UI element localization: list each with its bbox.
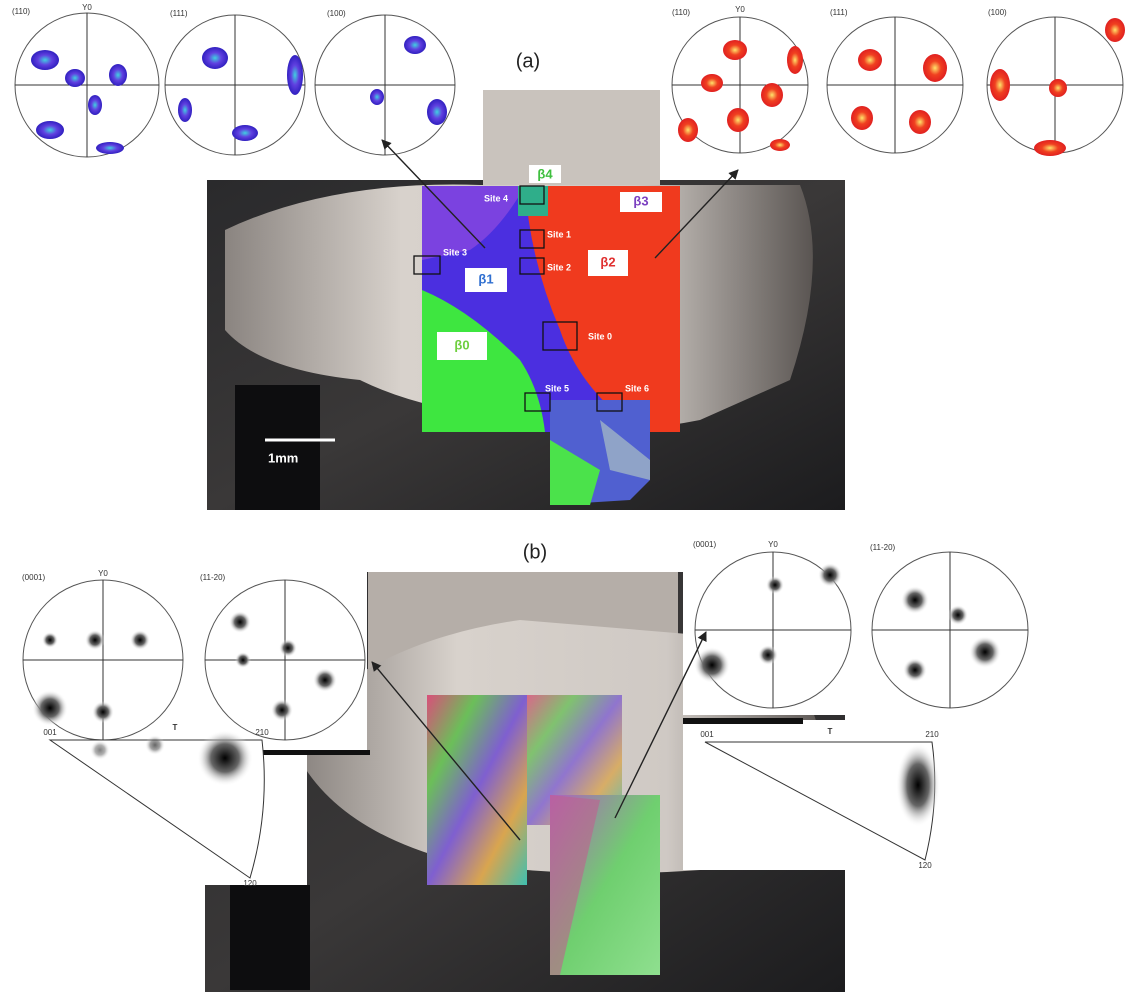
arrow — [381, 139, 486, 249]
pole-figure — [314, 14, 456, 156]
site-box — [413, 255, 441, 275]
site-label: Site 2 — [547, 262, 571, 272]
site-box — [519, 257, 545, 275]
pole-figure — [22, 579, 184, 741]
grain-label: β4 — [537, 166, 553, 181]
pole-figure — [164, 14, 306, 156]
site-box — [542, 321, 578, 351]
site-box — [519, 229, 545, 249]
pole-figure-label: (110) — [12, 7, 30, 16]
scale-bar-label: 1mm — [268, 450, 298, 465]
pole-figure — [204, 579, 366, 741]
pole-figure — [14, 12, 160, 158]
grain-tag — [588, 250, 628, 276]
grain-label: β2 — [600, 254, 615, 269]
pole-figure — [871, 551, 1029, 709]
grain-tag — [529, 165, 561, 183]
pole-figures-a: (110) (111) (100) Y0 (110) (111) (100) Y… — [12, 3, 1125, 158]
pole-figure-label: (110) — [672, 8, 690, 17]
site-label: Site 0 — [588, 331, 612, 341]
pole-figure-label: (100) — [327, 9, 346, 18]
ipf-title: T — [173, 723, 178, 732]
grain-tag — [465, 268, 507, 292]
axis-label: Y0 — [768, 540, 778, 549]
grain-label: β0 — [454, 337, 469, 352]
pole-figure-label: (0001) — [22, 573, 45, 582]
pole-figure-label: (11-20) — [200, 573, 226, 582]
site-box — [519, 185, 545, 205]
site-box — [524, 392, 551, 412]
grain-tag — [620, 192, 662, 212]
ipf-corner-label: 210 — [925, 730, 939, 739]
pole-figure-label: (100) — [988, 8, 1007, 17]
arrow — [614, 631, 707, 819]
pole-figure-label: (11-20) — [870, 543, 896, 552]
pole-figure-label: (111) — [830, 8, 848, 17]
ipf-corner-label: 001 — [43, 728, 57, 737]
axis-label: Y0 — [735, 5, 745, 14]
ipf-corner-label: 120 — [918, 861, 932, 870]
ebsd-map-b — [427, 695, 527, 885]
axis-label: Y0 — [98, 569, 108, 578]
pole-figure — [694, 551, 852, 709]
axis-label: Y0 — [82, 3, 92, 12]
site-label: Site 3 — [443, 247, 467, 257]
pole-figure-label: (111) — [170, 9, 188, 18]
arrow — [654, 169, 739, 259]
ipf-corner-label: 210 — [255, 728, 269, 737]
ipf-title: T — [828, 727, 833, 736]
inverse-pole-figure: T 001 210 120 — [43, 723, 269, 888]
inverse-pole-figure: T 001 210 120 — [700, 727, 940, 870]
grain-label: β3 — [633, 193, 648, 208]
ipf-corner-label: 120 — [243, 879, 257, 888]
arrow — [371, 661, 521, 841]
site-box — [596, 392, 623, 412]
grain-tag — [437, 332, 487, 360]
site-label: Site 5 — [545, 383, 569, 393]
pole-figure-label: (0001) — [693, 540, 716, 549]
grain-label: β1 — [478, 271, 493, 286]
micrograph-a: β4 β3 β1 β2 β0 Site 4 Site 1 Site 2 Site… — [207, 90, 845, 510]
site-label: Site 4 — [484, 193, 508, 203]
pole-figures-b: (0001) (11-20) Y0 (0001) (11-20) Y0 T 00… — [0, 535, 1043, 888]
panel-label: (a) — [516, 50, 540, 72]
pole-figure — [826, 16, 964, 154]
ipf-corner-label: 001 — [700, 730, 714, 739]
site-label: Site 6 — [625, 383, 649, 393]
pole-figure — [671, 16, 809, 154]
pole-figure — [986, 16, 1125, 156]
panel-label: (b) — [523, 541, 547, 563]
site-label: Site 1 — [547, 229, 571, 239]
